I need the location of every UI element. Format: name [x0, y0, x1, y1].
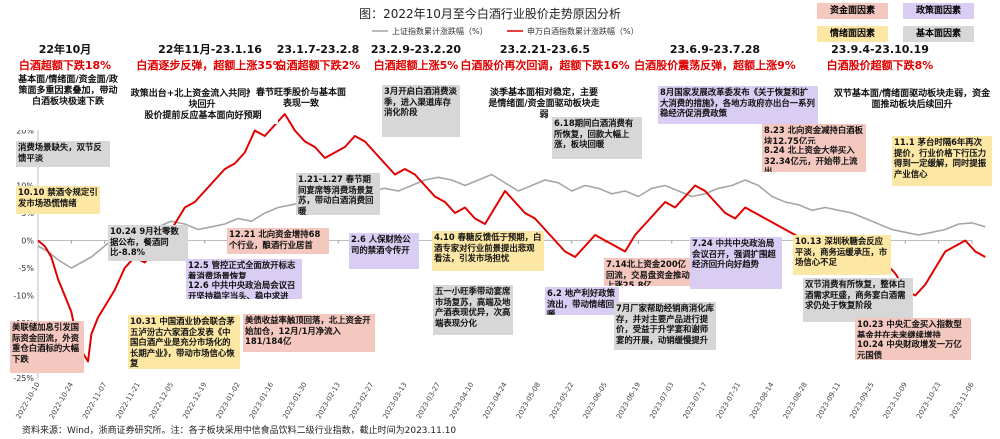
phase-subtitle: 白酒超额上涨5% [374, 58, 459, 72]
x-tick-label: 2023-05-22 [548, 381, 575, 420]
legend-capital-factor: 资金面因素 [817, 3, 888, 19]
legend-sse-label: 上证指数累计涨跌幅（%） [392, 26, 488, 36]
annotation-box: 7月厂家帮助经销商消化库存，并对主要产品进行提价，受益于升学宴和谢师宴的开展，动… [614, 302, 716, 350]
annotation-box: 11.1 茅台时隔6年再次提价，行业价格下行压力得到一定缓解，同时提振产业信心 [892, 136, 992, 186]
x-tick-label: 2023-01-16 [248, 381, 276, 421]
annotation-box: 2.6 人保财险公司的禁酒令传开 [349, 233, 419, 269]
annotation-box: 10.24 中央财政增发一万亿元国债 [855, 338, 971, 360]
x-tick-label: 2023-01-02 [215, 381, 242, 420]
phase-title: 22年11月-23.1.16 [158, 42, 262, 56]
x-tick-label: 2023-10-23 [915, 381, 942, 420]
phase-subtitle: 白酒超额下跌2% [276, 58, 361, 72]
legend-liquor-label: 申万白酒指数累计涨跌幅（%） [527, 26, 639, 36]
annotation-box: 7.24 中共中央政治局会议召开，强调扩围超经济回升向好趋势 [690, 237, 782, 289]
x-tick-label: 2023-02-27 [348, 381, 375, 420]
annotation-box: 消费场景缺失，双节反馈平淡 [16, 141, 110, 167]
x-tick-label: 2023-04-24 [481, 381, 509, 421]
legend-policy-factor: 政策面因素 [903, 3, 974, 19]
x-tick-label: 2023-03-27 [415, 381, 442, 420]
x-tick-label: 2022-10-24 [48, 381, 76, 421]
phase-title: 23.9.4-23.10.19 [831, 43, 929, 56]
x-tick-label: 2023-06-05 [582, 381, 609, 420]
x-tick-label: 2023-09-25 [848, 381, 875, 420]
x-tick-label: 2023-10-09 [882, 381, 909, 420]
x-tick-label: 2023-05-08 [515, 381, 542, 420]
y-tick-label: -25% [13, 374, 34, 383]
annotation-box: 五一小旺季带动宴席市场复苏，高端及地产酒表现优异，次高端表现分化 [433, 285, 513, 335]
x-tick-label: 2023-09-11 [815, 381, 842, 420]
annotation-box: 10.31 中国酒业协会联合茅五泸汾古六家酒企发表《中国白酒产业是充分市场化的长… [128, 315, 240, 369]
x-tick-label: 2022-10-10 [14, 381, 41, 420]
x-tick-label: 2023-02-13 [315, 381, 342, 420]
x-tick-label: 2022-11-21 [115, 381, 142, 420]
y-tick-label: -10% [13, 292, 34, 301]
annotation-box: 美债收益率触顶回落，北上资金开始加仓，12月/1月净流入181/184亿 [243, 314, 375, 352]
annotation-box: 双节消费有所恢复，整体白酒需求旺盛，商务宴白酒需求仍处于恢复阶段 [803, 278, 913, 322]
annotation-box: 10.24 9月社零数据公布，餐酒同比-8.8% [108, 225, 188, 261]
annotation-box: 8.24 北上资金大举买入32.34亿元，开始带上流出 [762, 144, 866, 172]
annotation-box: 6.2 地产利好政策流出，带动情绪回暖 [545, 287, 619, 315]
annotation-box: 10.10 禁酒令规定引发市场恐慌情绪 [16, 186, 100, 214]
x-tick-label: 2023-07-17 [682, 381, 709, 420]
x-tick-label: 2023-08-14 [748, 381, 776, 421]
phase-subtitle: 白酒超额下跌18% [19, 58, 111, 72]
phase-title: 22年10月 [39, 42, 92, 56]
y-tick-label: 20% [16, 127, 34, 136]
phase-subtitle: 白酒股价超额下跌8% [827, 58, 934, 72]
x-tick-label: 2023-03-13 [381, 381, 408, 420]
phase-subtitle: 白酒逐步反弹，超额上涨35% [136, 58, 283, 72]
annotation-box: 10.23 中央汇金买入指数型基金并在未来继续增持 [855, 318, 971, 338]
annotation-box: 1.21-1.27 春节期间宴席等消费场景复苏，带动白酒消费回暖 [296, 173, 380, 215]
x-tick-label: 2023-07-03 [648, 381, 675, 420]
annotation-box: 7.14北上资金200亿回流，交易盘资金推动上涨25.8亿 [604, 258, 696, 286]
annotation-box: 8月国家发展改革委发布《关于恢复和扩大消费的措施》，各地方政府亦出台一系列稳经济… [658, 86, 818, 124]
annotation-box: 春节旺季股价与基本面表现一致 [250, 87, 352, 109]
annotation-box: 政策出台+北上资金流入共同推动板块回升 [128, 88, 276, 110]
x-tick-label: 2023-06-19 [615, 381, 642, 420]
annotation-box: 3月开启白酒消费淡季，进入渠道库存消化阶段 [382, 85, 460, 137]
phase-subtitle: 白酒股价再次回调，超额下跌16% [460, 58, 629, 72]
legend-fundamental-factor: 基本面因素 [903, 26, 974, 42]
phase-title: 23.1.7-23.2.8 [277, 43, 360, 56]
annotation-box: 12.21 北向资金增持68个行业，酿酒行业居首 [227, 228, 329, 254]
annotation-box: 股价提前反应基本面向好预期 [128, 110, 278, 124]
annotation-box: 4.10 春糖反馈低于预期，白酒专家对行业前景提出悲观看法，引发市场担忧 [432, 231, 544, 271]
annotation-box: 双节基本面/情绪面驱动板块走弱，资金面推动板块后续回升 [828, 88, 996, 124]
x-tick-label: 2022-12-19 [181, 381, 208, 420]
x-tick-label: 2023-01-30 [281, 381, 308, 420]
annotation-box: 基本面/情绪面/资金面/政策面多重因素叠加，带动白酒板块极速下跌 [16, 74, 120, 130]
source-note: 资料来源：Wind，浙商证券研究所。注：各子板块采用中信食品饮料二级行业指数，截… [22, 426, 457, 436]
annotation-box: 12.5 管控正式全面放开标志着消费场景恢复 [186, 259, 302, 279]
annotation-box: 6.18期间白酒消费有所恢复，回款大幅上涨，板块回暖 [552, 117, 642, 159]
y-tick-label: -5% [18, 264, 34, 273]
phase-title: 23.6.9-23.7.28 [670, 43, 760, 56]
x-tick-label: 2023-04-10 [448, 381, 475, 420]
annotation-box: 美联储加息引发国际资金回流，外资重仓白酒标的大幅下跌 [10, 321, 84, 373]
x-tick-label: 2022-11-07 [81, 381, 108, 420]
chart-title: 图：2022年10月至今白酒行业股价走势原因分析 [359, 6, 621, 21]
legend-sentiment-factor: 情绪面因素 [817, 26, 888, 42]
annotation-box: 12.6 中共中央政治局会议召开坚持稳字当头、稳中求进 [186, 279, 302, 299]
phase-title: 23.2.21-23.6.5 [500, 43, 590, 56]
phase-subtitle: 白酒股价震荡反弹，超额上涨9% [634, 58, 796, 72]
x-tick-label: 2022-12-05 [148, 381, 175, 420]
phase-title: 23.2.9-23.2.20 [371, 43, 462, 56]
x-tick-label: 2023-08-28 [782, 381, 809, 420]
y-tick-label: 0% [21, 237, 34, 246]
annotation-box: 8.23 北向资金减持白酒板块12.75亿元 [762, 124, 866, 144]
sse-index-line [37, 173, 986, 269]
x-tick-label: 2023-07-31 [715, 381, 742, 420]
x-tick-label: 2023-11-06 [948, 381, 976, 421]
annotation-box: 10.13 深圳秋糖会反应平淡，商务运缓承压，市场信心不足 [793, 235, 891, 275]
